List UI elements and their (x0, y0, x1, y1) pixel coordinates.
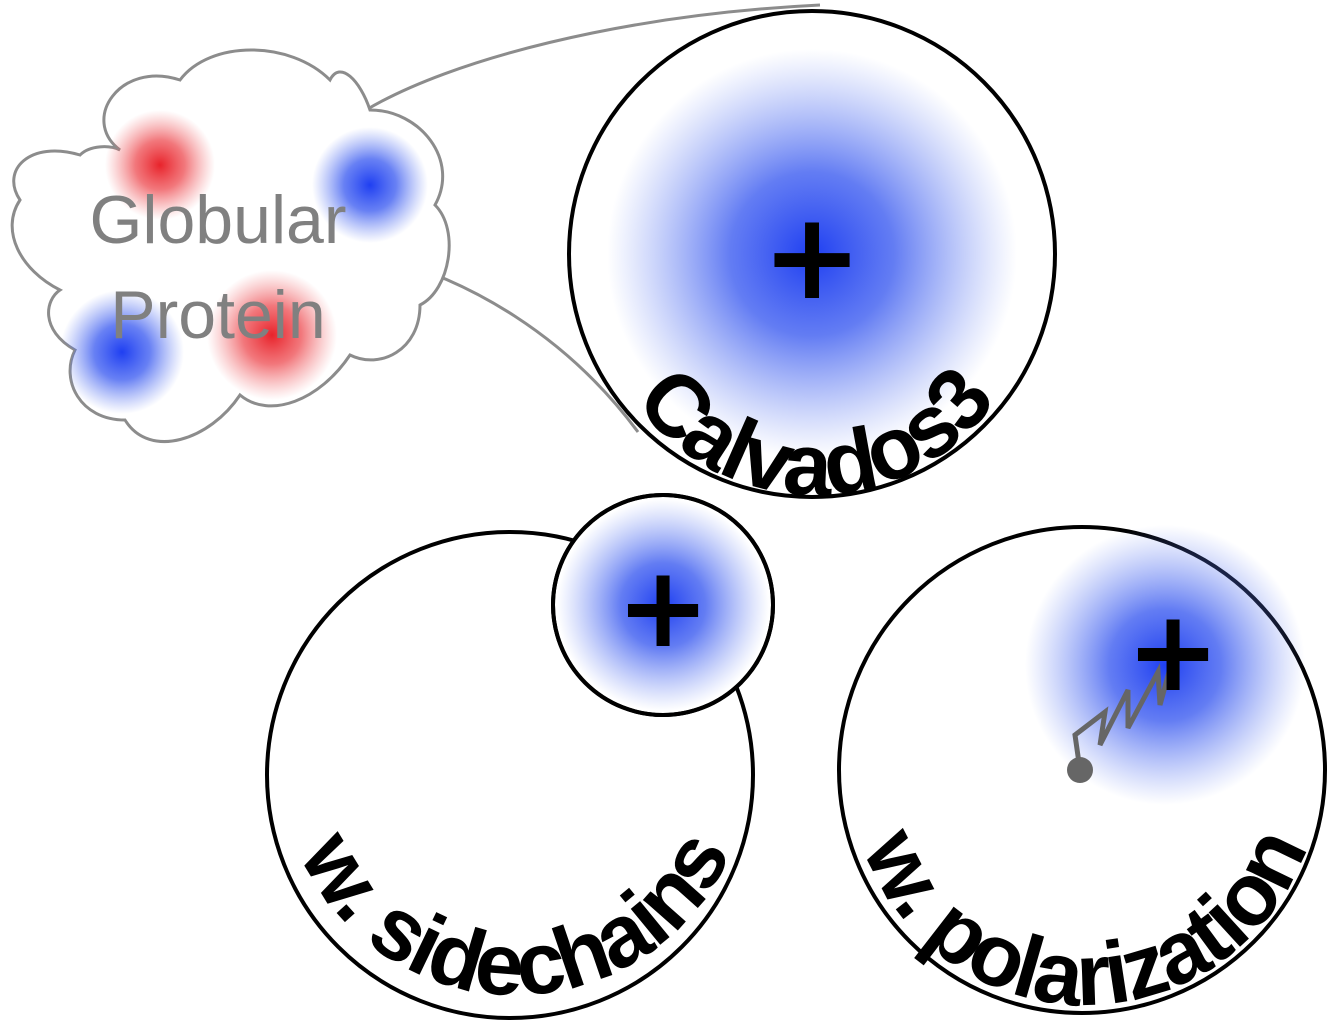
polarization-anchor-dot (1067, 757, 1093, 783)
calvados3-charge-cloud (607, 49, 1017, 459)
calvados3-bead: + Calvados3 (567, 9, 1057, 515)
calvados3-plus-icon: + (762, 188, 863, 327)
polarization-bead: + w. polarization (837, 525, 1327, 1024)
globular-protein-cloud: Globular Protein (10, 48, 451, 444)
polarization-plus-icon: + (1126, 587, 1220, 717)
sidechain-plus-icon: + (616, 543, 710, 673)
sidechains-bead: + w. sidechains (265, 493, 775, 1020)
spring-icon (1072, 649, 1178, 771)
polarization-charge-cloud (1025, 525, 1305, 805)
positive-charge-blob-bottom (60, 290, 184, 414)
negative-charge-blob-bottom (207, 270, 337, 400)
cloud-label-line2: Protein (110, 277, 325, 353)
sidechain-charge-cloud (557, 499, 769, 711)
cloud-label-line1: Globular (89, 182, 346, 258)
negative-charge-blob-top (105, 110, 215, 220)
positive-charge-blob-top (312, 127, 428, 243)
sidechain-bead-outline (551, 493, 775, 717)
connector-line-top (365, 3, 821, 112)
